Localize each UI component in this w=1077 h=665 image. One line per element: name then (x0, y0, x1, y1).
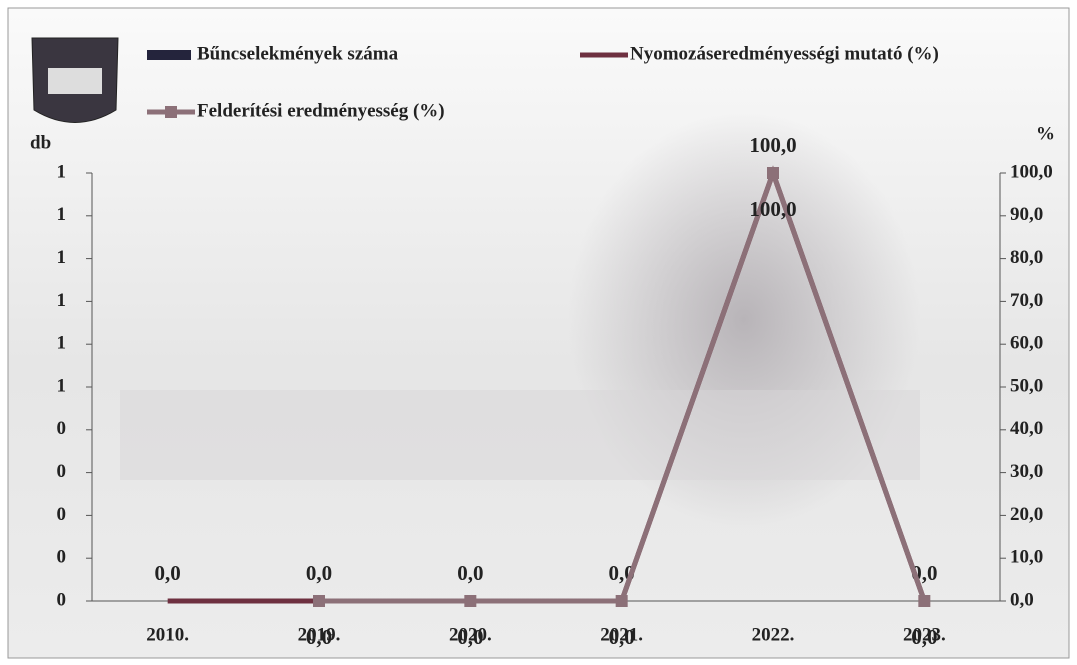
data-label: 0,0 (457, 561, 483, 585)
y-tick-label: 0 (57, 461, 67, 482)
legend-label: Bűncselekmények száma (197, 43, 399, 64)
marker (464, 595, 476, 607)
y2-tick-label: 0,0 (1010, 589, 1034, 610)
marker (616, 595, 628, 607)
y-tick-label: 1 (57, 290, 67, 311)
x-tick-label: 2010. (146, 624, 189, 645)
y-axis-label: db (30, 132, 51, 153)
y-tick-label: 0 (57, 547, 67, 568)
y2-tick-label: 20,0 (1010, 504, 1043, 525)
legend-marker (165, 106, 177, 118)
marker (313, 595, 325, 607)
marker (918, 595, 930, 607)
building-photo (480, 60, 920, 580)
data-label: 0,0 (609, 625, 635, 649)
building-photo-base (120, 390, 920, 480)
data-label: 100,0 (749, 197, 796, 221)
y-tick-label: 1 (57, 375, 67, 396)
y-tick-label: 1 (57, 247, 67, 268)
y-tick-label: 1 (57, 333, 67, 354)
y2-tick-label: 40,0 (1010, 418, 1043, 439)
y2-tick-label: 80,0 (1010, 247, 1043, 268)
data-label: 0,0 (911, 625, 937, 649)
chart: db % 000001111110,010,020,030,040,050,06… (0, 0, 1077, 665)
marker (767, 167, 779, 179)
y2-tick-label: 100,0 (1010, 161, 1053, 182)
police-emblem (32, 38, 118, 123)
y2-tick-label: 30,0 (1010, 461, 1043, 482)
legend-label: Felderítési eredményesség (%) (197, 100, 445, 121)
y2-tick-label: 90,0 (1010, 204, 1043, 225)
y-tick-label: 0 (57, 504, 67, 525)
y2-tick-label: 50,0 (1010, 375, 1043, 396)
y2-tick-label: 10,0 (1010, 547, 1043, 568)
y2-tick-label: 60,0 (1010, 333, 1043, 354)
y-tick-label: 0 (57, 589, 67, 610)
y-tick-label: 1 (57, 204, 67, 225)
data-label: 0,0 (306, 561, 332, 585)
y2-axis-label: % (1036, 123, 1055, 144)
y-tick-label: 0 (57, 418, 67, 439)
legend-swatch (147, 50, 191, 60)
y2-tick-label: 70,0 (1010, 290, 1043, 311)
data-label: 0,0 (457, 625, 483, 649)
data-label: 0,0 (306, 625, 332, 649)
y-tick-label: 1 (57, 161, 67, 182)
data-label: 100,0 (749, 133, 796, 157)
legend-label: Nyomozáseredményességi mutató (%) (630, 43, 939, 64)
x-tick-label: 2022. (752, 624, 795, 645)
data-label: 0,0 (155, 561, 181, 585)
